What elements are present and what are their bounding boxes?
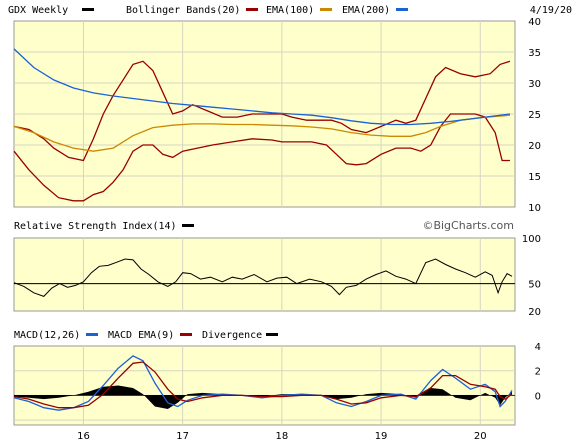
y-tick-label: 30: [528, 79, 541, 90]
ema100-legend-swatch: [320, 8, 332, 11]
x-tick-label: 19: [375, 431, 388, 442]
ema200-legend-swatch: [396, 8, 408, 11]
rsi-lines: [13, 258, 515, 297]
symbol-legend-swatch: [82, 8, 94, 11]
rsi-legend-label: Relative Strength Index(14): [14, 221, 177, 232]
macd-axis-ticks: 0 2 4: [535, 342, 541, 402]
y-tick-label: 0: [535, 391, 541, 402]
rsi-panel: [13, 237, 516, 312]
price-axis-ticks: 10 15 20 25 30 35 40: [528, 17, 541, 214]
ema100-legend-label: EMA(100): [266, 5, 314, 16]
divergence-area: [14, 385, 512, 409]
divergence-legend-label: Divergence: [202, 330, 262, 341]
rsi-legend-swatch: [182, 224, 194, 227]
bollinger-band-upper: [13, 60, 511, 162]
symbol-label: GDX Weekly: [8, 5, 68, 16]
bollinger-legend-label: Bollinger Bands(20): [126, 5, 240, 16]
x-tick-label: 20: [474, 431, 487, 442]
chart-date: 4/19/20: [530, 5, 572, 16]
y-tick-label: 50: [528, 280, 541, 291]
y-tick-label: 20: [528, 307, 541, 318]
y-tick-label: 35: [528, 48, 541, 59]
ema200-legend-label: EMA(200): [342, 5, 390, 16]
macd-ema-legend-label: MACD EMA(9): [108, 330, 174, 341]
y-tick-label: 10: [528, 203, 541, 214]
bigcharts-watermark: ©BigCharts.com: [422, 219, 514, 232]
macd-legend-swatch: [86, 333, 98, 336]
macd-legend-label: MACD(12,26): [14, 330, 80, 341]
ema100-line: [13, 114, 511, 152]
macd-lines: [13, 355, 515, 411]
rsi-axis-ticks: 20 50 100: [522, 234, 541, 318]
y-tick-label: 2: [535, 367, 541, 378]
y-tick-label: 40: [528, 17, 541, 28]
macd-panel: [13, 345, 516, 426]
price-gridlines: [14, 21, 515, 207]
y-tick-label: 25: [528, 110, 541, 121]
y-tick-label: 15: [528, 172, 541, 183]
rsi-line: [13, 258, 513, 297]
ema200-line: [13, 48, 511, 126]
x-tick-label: 18: [275, 431, 288, 442]
x-axis-ticks: 16 17 18 19 20: [77, 431, 487, 442]
macd-ema-line: [13, 361, 513, 409]
bollinger-band-lower: [13, 113, 510, 202]
x-tick-label: 16: [77, 431, 90, 442]
divergence-legend-swatch: [266, 333, 278, 336]
price-indicator-lines: [13, 48, 511, 202]
bollinger-legend-swatch: [246, 8, 258, 11]
y-tick-label: 100: [522, 234, 541, 245]
y-tick-label: 4: [535, 342, 541, 353]
y-tick-label: 20: [528, 141, 541, 152]
macd-ema-legend-swatch: [180, 333, 192, 336]
x-tick-label: 17: [176, 431, 189, 442]
